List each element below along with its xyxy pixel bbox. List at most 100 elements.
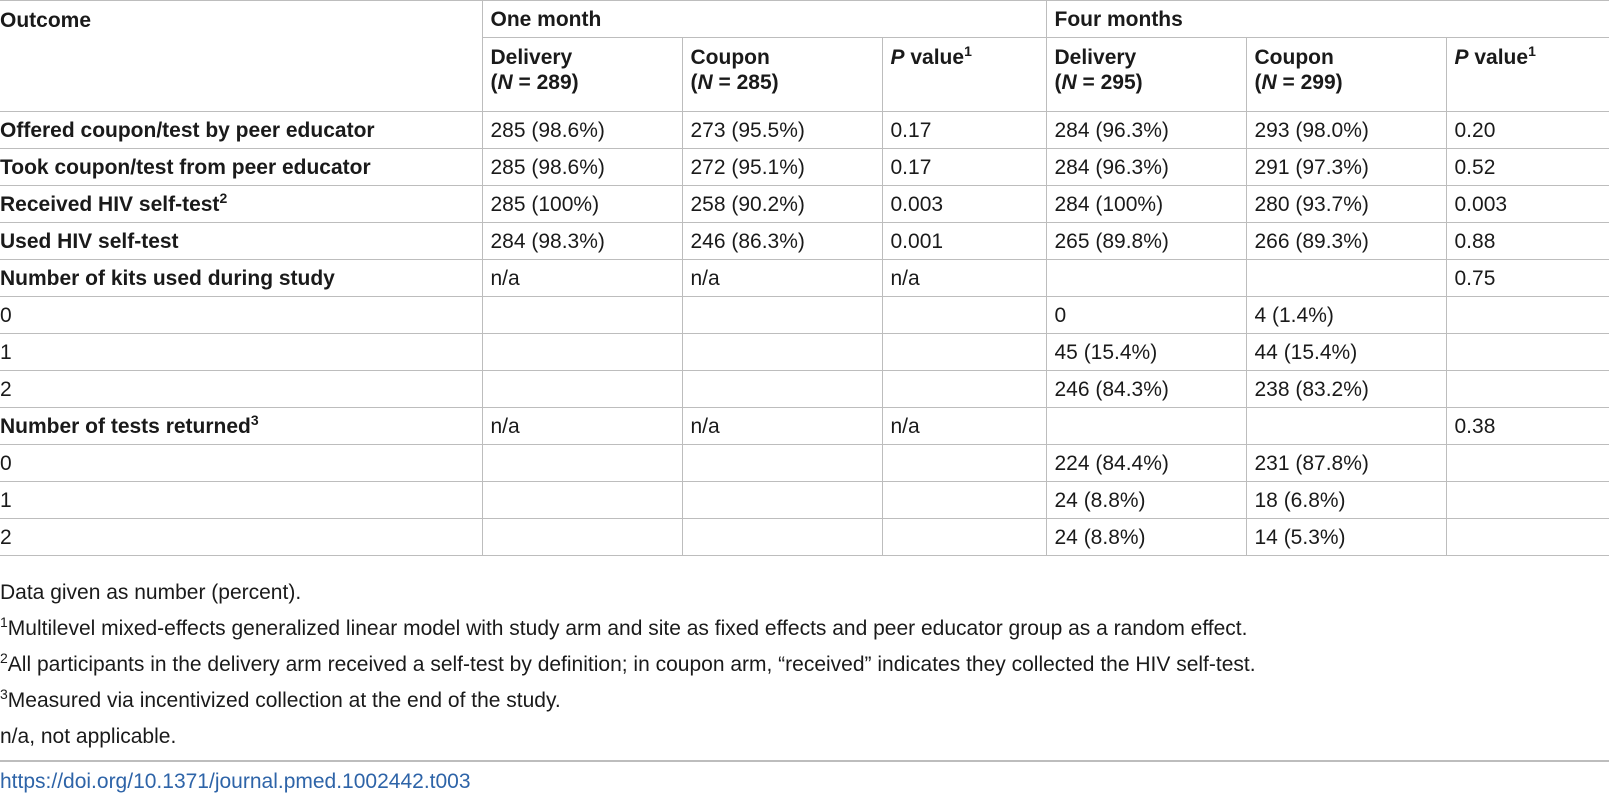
table-cell: 0 xyxy=(1045,296,1246,334)
table-cell xyxy=(881,518,1046,556)
header-row-groups: Outcome One month Four months xyxy=(0,0,1609,112)
footnote-text: Multilevel mixed-effects generalized lin… xyxy=(7,617,1248,640)
table-row: Number of tests returned3 n/a n/a n/a 0.38 xyxy=(0,407,1609,445)
table-cell xyxy=(681,333,882,371)
table-cell: 285 (98.6%) xyxy=(481,148,682,186)
row-label: 0 xyxy=(0,444,482,482)
n-symbol: N xyxy=(1061,71,1077,94)
row-label-text: Number of kits used during study xyxy=(0,266,335,290)
footnote-mark: 1 xyxy=(0,614,8,630)
row-label-text: 1 xyxy=(0,340,12,364)
table-row: 0 224 (84.4%) 231 (87.8%) xyxy=(0,444,1609,482)
p-label: value xyxy=(1468,46,1529,69)
row-label-text: 0 xyxy=(0,451,12,475)
footnote-text: Data given as number (percent). xyxy=(0,581,302,604)
table-row: 2 246 (84.3%) 238 (83.2%) xyxy=(0,370,1609,408)
row-label-text: Offered coupon/test by peer educator xyxy=(0,118,375,142)
footnote-mark: 2 xyxy=(219,189,228,206)
table-cell: 293 (98.0%) xyxy=(1245,111,1446,149)
row-label: Number of kits used during study xyxy=(0,259,482,297)
table-cell xyxy=(1445,296,1609,334)
table-row: Received HIV self-test2 285 (100%) 258 (90… xyxy=(0,185,1609,223)
table-row: Number of kits used during study n/a n/a n/… xyxy=(0,259,1609,297)
col-group-one-month: One month xyxy=(481,0,1046,38)
table-cell xyxy=(481,481,682,519)
table-cell: 284 (100%) xyxy=(1045,185,1246,223)
n-symbol: N xyxy=(497,71,513,94)
table-cell: 238 (83.2%) xyxy=(1245,370,1446,408)
table-body: Offered coupon/test by peer educator 285 … xyxy=(0,111,1609,556)
row-label: 1 xyxy=(0,481,482,519)
n-symbol: N xyxy=(1261,71,1277,94)
table-cell: 284 (96.3%) xyxy=(1045,148,1246,186)
row-label: Took coupon/test from peer educator xyxy=(0,148,482,186)
col-header-coupon-4m: Coupon (N = 299) xyxy=(1245,37,1446,112)
footnote: n/a, not applicable. xyxy=(0,719,1609,755)
n-value: 295 xyxy=(1100,71,1136,94)
table-cell: 231 (87.8%) xyxy=(1245,444,1446,482)
table-cell: n/a xyxy=(681,407,882,445)
n-eq: = xyxy=(512,71,537,94)
row-label: 1 xyxy=(0,333,482,371)
table-cell xyxy=(681,370,882,408)
doi-link[interactable]: https://doi.org/10.1371/journal.pmed.100… xyxy=(0,770,471,793)
table-cell: 285 (100%) xyxy=(481,185,682,223)
table-cell: 18 (6.8%) xyxy=(1245,481,1446,519)
n-value: 299 xyxy=(1300,71,1336,94)
table-cell xyxy=(1445,370,1609,408)
col-group-four-months: Four months xyxy=(1045,0,1609,38)
row-label-text: 2 xyxy=(0,525,12,549)
table-cell xyxy=(1245,407,1446,445)
row-label-text: 1 xyxy=(0,488,12,512)
footnote: Data given as number (percent). xyxy=(0,575,1609,611)
table-cell: n/a xyxy=(681,259,882,297)
table-cell: 266 (89.3%) xyxy=(1245,222,1446,260)
table-cell xyxy=(481,370,682,408)
row-label-text: 0 xyxy=(0,303,12,327)
table-cell: 0.001 xyxy=(881,222,1046,260)
table-cell: 0.003 xyxy=(881,185,1046,223)
col-header-pvalue-1m: P value1 xyxy=(881,37,1046,112)
n-eq: = xyxy=(1076,71,1101,94)
table-cell xyxy=(1445,444,1609,482)
col-header-delivery-4m: Delivery (N = 295) xyxy=(1045,37,1246,112)
arm-label: Delivery xyxy=(1054,46,1137,69)
table-cell xyxy=(881,370,1046,408)
table-cell: 284 (98.3%) xyxy=(481,222,682,260)
table-row: 2 24 (8.8%) 14 (5.3%) xyxy=(0,518,1609,556)
p-symbol: P xyxy=(890,46,905,69)
table-cell: 24 (8.8%) xyxy=(1045,518,1246,556)
row-label: Offered coupon/test by peer educator xyxy=(0,111,482,149)
table-cell: n/a xyxy=(481,259,682,297)
table-cell xyxy=(1245,259,1446,297)
table-cell xyxy=(1445,333,1609,371)
n-symbol: N xyxy=(697,71,713,94)
table-cell xyxy=(881,444,1046,482)
table-cell: 24 (8.8%) xyxy=(1045,481,1246,519)
n-eq: = xyxy=(712,71,737,94)
arm-label: Delivery xyxy=(490,46,573,69)
table-cell: 45 (15.4%) xyxy=(1045,333,1246,371)
table-cell: 0.38 xyxy=(1445,407,1609,445)
col-header-coupon-1m: Coupon (N = 285) xyxy=(681,37,882,112)
footnote-text: Measured via incentivized collection at … xyxy=(7,689,561,712)
row-label-text: Took coupon/test from peer educator xyxy=(0,155,371,179)
table-cell xyxy=(881,481,1046,519)
table-cell: 14 (5.3%) xyxy=(1245,518,1446,556)
header-row-arms: Delivery (N = 289) Coupon (N = 285) P valu… xyxy=(0,37,1609,112)
table-row: Offered coupon/test by peer educator 285 … xyxy=(0,111,1609,149)
n-value: 285 xyxy=(736,71,772,94)
table-cell xyxy=(681,518,882,556)
arm-label: Coupon xyxy=(690,46,770,69)
footnote-text: All participants in the delivery arm rec… xyxy=(7,653,1256,676)
table-cell: 0.17 xyxy=(881,148,1046,186)
table-cell: 285 (98.6%) xyxy=(481,111,682,149)
footnote: 3Measured via incentivized collection at… xyxy=(0,683,1609,719)
table-row: Used HIV self-test 284 (98.3%) 246 (86.3%)… xyxy=(0,222,1609,260)
col-header-outcome: Outcome xyxy=(0,0,482,112)
row-label-text: 2 xyxy=(0,377,12,401)
table-cell: 273 (95.5%) xyxy=(681,111,882,149)
table-cell xyxy=(481,296,682,334)
table-cell xyxy=(481,333,682,371)
